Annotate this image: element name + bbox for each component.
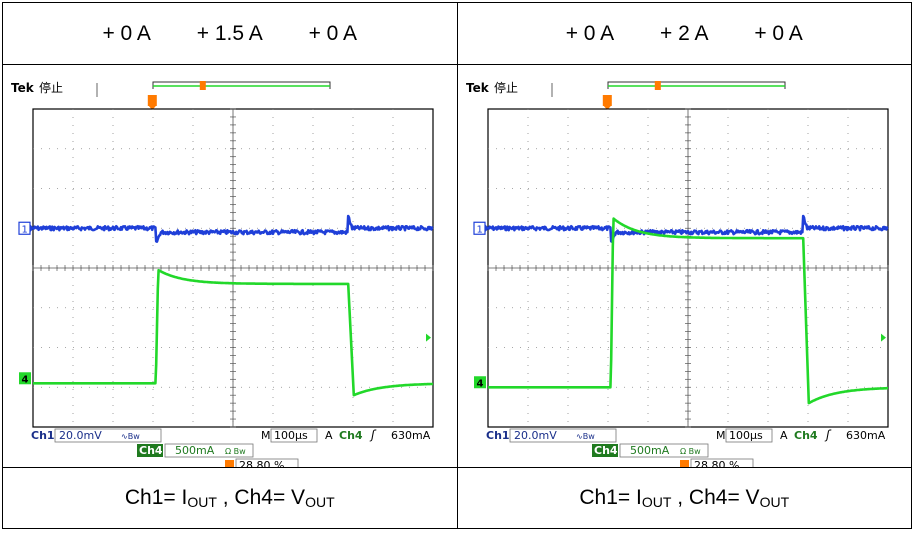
ch4-coupling: Ω Bw	[225, 447, 246, 456]
caption-ch1: Ch1= I	[579, 486, 642, 509]
m-label: M	[716, 429, 726, 442]
ch1-coupling: ∿Bw	[576, 432, 595, 441]
timebase-box	[270, 428, 318, 443]
ch1-marker-label: 1	[476, 224, 482, 235]
ch4-readout-box	[619, 443, 708, 458]
trigger-position-marker-top	[199, 81, 206, 90]
ch1-trace	[487, 214, 888, 243]
ch4-marker	[19, 372, 31, 385]
scope-brand: Tek	[11, 81, 35, 95]
header-label: + 0 A	[565, 21, 615, 45]
trigger-marker-tip	[603, 106, 611, 110]
ch4-trace	[32, 268, 434, 397]
ch4-readout-label: Ch4	[594, 444, 618, 457]
ch4-scale: 500mA	[630, 444, 670, 457]
ch1-scale: 20.0mV	[59, 429, 102, 442]
ch1-marker-label: 1	[22, 224, 28, 235]
oscilloscope-screen-right: Tek 停止 1 4 Ch1 20.0mV ∿Bw M 100µs A Ch4 ʃ 630mA Ch4 50…	[466, 80, 889, 467]
ch1-marker-tip	[30, 224, 34, 233]
a-label: A	[325, 429, 333, 442]
header-label: + 1.5 A	[196, 21, 263, 45]
ch4-tab	[137, 444, 163, 457]
scope-brand: Tek	[466, 81, 490, 95]
caption-ch4-sub: OUT	[305, 494, 335, 510]
ch1-trace	[32, 214, 434, 243]
scope-state: 停止	[39, 80, 63, 95]
ch4-readout-label: Ch4	[139, 444, 163, 457]
trig-slope-icon: ʃ	[369, 428, 377, 442]
trigger-position-marker-top	[654, 81, 661, 90]
caption-left: Ch1= IOUT , Ch4= VOUT	[2, 467, 458, 529]
ch4-coupling: Ω Bw	[680, 447, 701, 456]
trigger-pos-icon	[225, 460, 234, 467]
caption-right: Ch1= IOUT , Ch4= VOUT	[456, 467, 912, 529]
ch4-tab	[591, 444, 618, 457]
timebase: 100µs	[729, 429, 763, 442]
ch4-marker	[473, 376, 486, 389]
trigger-marker-tip	[148, 106, 156, 110]
ch1-marker-tip	[484, 224, 489, 233]
header-label: + 0 A	[102, 21, 151, 45]
caption-ch1-sub: OUT	[187, 494, 217, 510]
trigger-pos-icon	[679, 460, 689, 467]
header-label: + 2 A	[660, 21, 709, 45]
scope-state: 停止	[494, 80, 518, 95]
caption-ch4: Ch4= V	[234, 486, 306, 509]
ch1-coupling: ∿Bw	[121, 432, 140, 441]
caption-ch1: Ch1= I	[124, 486, 188, 509]
trig-slope-icon: ʃ	[824, 428, 832, 442]
ch1-scale: 20.0mV	[514, 429, 557, 442]
caption-sep: ,	[671, 486, 689, 509]
ch4-scale: 500mA	[175, 444, 215, 457]
ch1-readout-box	[509, 428, 616, 443]
caption-ch4-sub: OUT	[759, 494, 790, 510]
trig-level: 630mA	[846, 429, 886, 442]
comparison-table: + 0 A + 1.5 A + 0 A + 0 A + 2 A + 0 A Te…	[2, 2, 912, 529]
trig-level: 630mA	[391, 429, 431, 442]
timebase: 100µs	[274, 429, 308, 442]
caption-ch1-sub: OUT	[641, 494, 672, 510]
trig-source: Ch4	[794, 429, 818, 442]
trigger-pos-box	[235, 458, 299, 467]
trigger-level-arrow	[880, 333, 886, 342]
ch1-readout-box	[54, 428, 162, 443]
ch4-trace	[487, 217, 888, 405]
ch1-readout-label: Ch1	[31, 429, 55, 442]
ch4-marker-label: 4	[476, 378, 483, 389]
trig-source: Ch4	[339, 429, 363, 442]
a-label: A	[780, 429, 788, 442]
timebase-box	[725, 428, 772, 443]
ch4-marker-label: 4	[22, 374, 29, 385]
header-right: + 0 A + 2 A + 0 A	[456, 2, 912, 65]
scope-cell-right: Tek 停止 1 4 Ch1 20.0mV ∿Bw M 100µs A Ch4 ʃ 630mA Ch4 50…	[456, 64, 912, 468]
ch4-readout-box	[164, 443, 254, 458]
ch1-readout-label: Ch1	[486, 429, 510, 442]
caption-ch4: Ch4= V	[688, 486, 760, 509]
oscilloscope-screen-left: Tek 停止 1 4 Ch1 20.0mV ∿Bw M 100µs A Ch4 ʃ 630mA Ch4 50…	[11, 80, 434, 467]
trigger-marker	[147, 95, 157, 106]
trigger-marker	[602, 95, 612, 106]
trigger-pos: 28.80 %	[694, 459, 739, 467]
trigger-level-arrow	[426, 333, 431, 342]
header-label: + 0 A	[308, 21, 358, 45]
caption-sep: ,	[216, 486, 235, 509]
m-label: M	[261, 429, 271, 442]
scope-cell-left: Tek 停止 1 4 Ch1 20.0mV ∿Bw M 100µs A Ch4 ʃ 630mA Ch4 50…	[2, 64, 458, 468]
header-label: + 0 A	[754, 21, 803, 45]
trigger-pos-box	[690, 458, 753, 467]
header-left: + 0 A + 1.5 A + 0 A	[2, 2, 458, 65]
trigger-pos: 28.80 %	[239, 459, 284, 467]
